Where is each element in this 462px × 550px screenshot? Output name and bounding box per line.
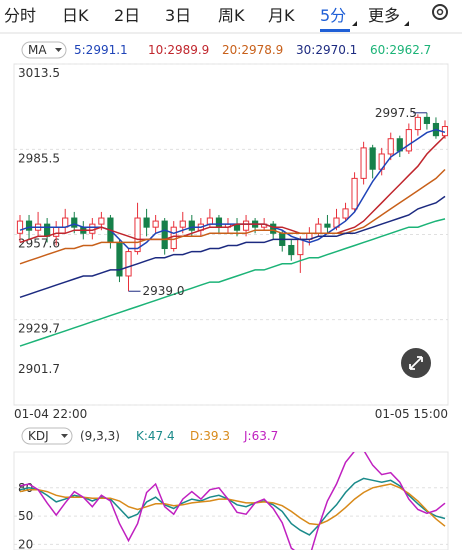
candle-body bbox=[242, 220, 250, 231]
candle-body bbox=[71, 217, 78, 228]
badge-arrow bbox=[61, 434, 68, 438]
tab[interactable]: 周K bbox=[218, 6, 245, 25]
kdj-line bbox=[19, 477, 446, 536]
tab-arrow bbox=[404, 21, 409, 26]
kdj-params: (9,3,3) bbox=[80, 429, 120, 443]
kdj-label: K:47.4 bbox=[136, 429, 175, 443]
candles bbox=[16, 112, 448, 347]
candle-body bbox=[351, 177, 358, 210]
tab[interactable]: 更多 bbox=[368, 6, 400, 25]
tab[interactable]: 2日 bbox=[114, 6, 140, 25]
candle-body bbox=[360, 147, 367, 179]
candle-body bbox=[134, 217, 141, 253]
annotation: 2997.5 bbox=[375, 106, 417, 120]
x-label: 01-04 22:00 bbox=[14, 407, 87, 421]
legend-badge[interactable] bbox=[21, 41, 67, 59]
candle-body bbox=[25, 220, 33, 231]
expand-arrows bbox=[409, 356, 423, 370]
settings-icon[interactable] bbox=[432, 4, 448, 20]
candle-body bbox=[152, 220, 159, 228]
candle-body bbox=[342, 208, 349, 219]
expand-button[interactable] bbox=[401, 348, 431, 378]
ma-line bbox=[19, 218, 446, 347]
candle-body bbox=[170, 226, 177, 250]
candle-body bbox=[161, 220, 168, 250]
kdj-lines bbox=[19, 452, 446, 550]
candle-body bbox=[188, 220, 195, 231]
ma-label: 20:2978.9 bbox=[222, 43, 283, 57]
annotation: 2939.0 bbox=[143, 284, 185, 298]
ma-label: 5:2991.1 bbox=[74, 43, 128, 57]
active-underline bbox=[320, 29, 350, 32]
candle-body bbox=[16, 220, 24, 234]
candle-body bbox=[89, 223, 96, 234]
candle-body bbox=[423, 116, 431, 124]
ma-line bbox=[19, 128, 446, 250]
candle-body bbox=[324, 223, 331, 228]
legend-title: MA bbox=[28, 43, 47, 57]
candle-body bbox=[270, 223, 277, 234]
tab-arrow bbox=[352, 21, 357, 26]
y-tick-label: 50 bbox=[18, 509, 33, 523]
kdj-frame bbox=[13, 451, 449, 550]
y-tick-label: 2985.5 bbox=[18, 151, 60, 165]
kdj-line bbox=[19, 483, 446, 527]
ma-label: 30:2970.1 bbox=[296, 43, 357, 57]
tab[interactable]: 分时 bbox=[4, 6, 36, 25]
candle-body bbox=[315, 223, 322, 234]
candle-body bbox=[98, 217, 105, 225]
tab[interactable]: 月K bbox=[268, 6, 295, 25]
candle-body bbox=[387, 138, 394, 155]
x-label: 01-05 15:00 bbox=[375, 407, 448, 421]
badge-arrow bbox=[55, 48, 62, 52]
tab[interactable]: 3日 bbox=[165, 6, 191, 25]
y-tick-label: 2957.6 bbox=[18, 237, 60, 251]
candle-body bbox=[116, 241, 123, 277]
candle-body bbox=[206, 217, 213, 225]
kdj-label: J:63.7 bbox=[243, 429, 278, 443]
kdj-line bbox=[19, 452, 446, 550]
ma-line bbox=[19, 168, 446, 265]
ma-line bbox=[19, 195, 446, 299]
gear-hub bbox=[436, 8, 444, 16]
ma-label: 60:2962.7 bbox=[370, 43, 431, 57]
y-tick-label: 2901.7 bbox=[18, 362, 60, 376]
legend-title: KDJ bbox=[28, 429, 49, 443]
y-tick-label: 3013.5 bbox=[18, 66, 60, 80]
y-tick-label: 2929.7 bbox=[18, 322, 60, 336]
candle-body bbox=[179, 220, 186, 228]
tab[interactable]: 日K bbox=[62, 6, 89, 25]
ma-label: 10:2989.9 bbox=[148, 43, 209, 57]
candle-body bbox=[53, 226, 60, 237]
candle-body bbox=[288, 244, 295, 256]
candle-body bbox=[125, 251, 132, 277]
candle-body bbox=[143, 217, 150, 228]
ma-line bbox=[19, 135, 446, 244]
candle-body bbox=[414, 116, 421, 131]
kdj-label: D:39.3 bbox=[190, 429, 230, 443]
y-tick-label: 20 bbox=[18, 537, 33, 550]
legend-badge[interactable] bbox=[21, 427, 73, 445]
candle-body bbox=[405, 129, 412, 152]
candle-body bbox=[44, 223, 51, 237]
candle-body bbox=[369, 147, 376, 170]
gear-ring bbox=[432, 4, 448, 20]
tab[interactable]: 5分 bbox=[320, 6, 346, 25]
candle-body bbox=[215, 217, 223, 228]
candle-body bbox=[297, 238, 304, 256]
